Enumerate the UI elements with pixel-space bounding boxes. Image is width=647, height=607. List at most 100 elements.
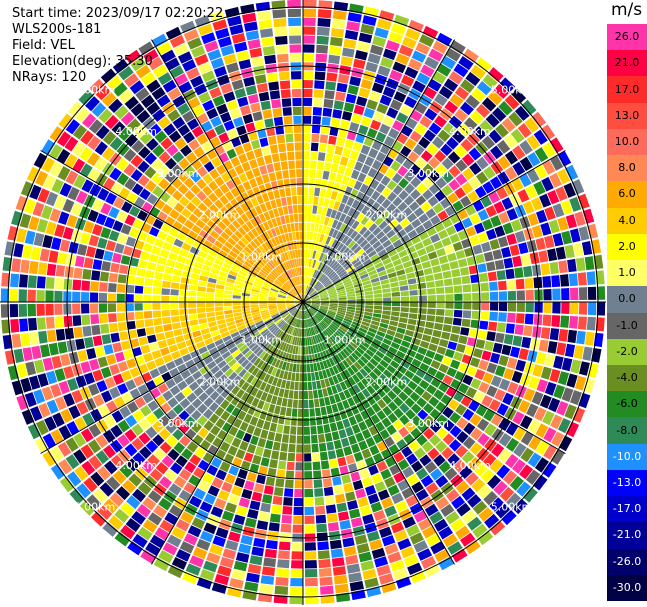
velocity-gate (120, 502, 135, 517)
velocity-gate (328, 310, 337, 315)
velocity-gate (320, 585, 334, 595)
velocity-gate (116, 303, 125, 312)
velocity-gate (455, 403, 467, 416)
velocity-gate (287, 325, 293, 334)
velocity-gate (303, 285, 305, 294)
velocity-gate (410, 176, 422, 188)
velocity-gate (428, 343, 438, 352)
velocity-gate (197, 307, 206, 314)
velocity-gate (326, 312, 335, 318)
velocity-gate (170, 309, 179, 316)
velocity-gate (318, 143, 327, 153)
velocity-gate (86, 152, 101, 167)
velocity-gate (538, 339, 549, 352)
velocity-gate (365, 305, 374, 309)
velocity-gate (521, 99, 537, 116)
velocity-gate (468, 176, 481, 190)
velocity-gate (256, 276, 265, 282)
velocity-gate (304, 285, 308, 294)
velocity-gate (189, 454, 202, 466)
velocity-gate (247, 364, 256, 374)
velocity-gate (376, 330, 386, 338)
velocity-gate (407, 562, 423, 575)
velocity-gate (314, 497, 325, 506)
velocity-gate (249, 416, 259, 427)
velocity-gate (275, 198, 282, 208)
velocity-gate (109, 167, 122, 181)
velocity-gate (242, 12, 257, 24)
velocity-gate (318, 290, 327, 295)
velocity-gate (344, 263, 353, 271)
velocity-gate (385, 379, 396, 389)
velocity-gate (311, 295, 320, 300)
velocity-gate (489, 176, 503, 190)
velocity-gate (231, 407, 241, 418)
velocity-gate (184, 461, 197, 474)
velocity-gate (277, 550, 290, 560)
velocity-gate (165, 234, 176, 244)
velocity-gate (267, 239, 275, 248)
velocity-gate (121, 201, 133, 213)
velocity-gate (286, 223, 292, 233)
velocity-gate (277, 277, 284, 285)
velocity-gate (368, 327, 378, 334)
velocity-gate (173, 357, 184, 367)
velocity-gate (283, 283, 291, 291)
velocity-gate (417, 248, 427, 257)
velocity-gate (391, 431, 403, 443)
velocity-gate (336, 266, 344, 274)
velocity-gate (352, 141, 363, 152)
velocity-gate (272, 283, 281, 289)
velocity-gate (519, 173, 532, 188)
velocity-gate (349, 508, 361, 519)
velocity-gate (348, 572, 363, 583)
velocity-gate (477, 418, 490, 432)
velocity-gate (25, 361, 37, 376)
velocity-gate (179, 296, 188, 302)
velocity-gate (101, 146, 115, 161)
velocity-gate (384, 214, 395, 224)
velocity-gate (505, 323, 515, 334)
velocity-gate (253, 238, 261, 247)
velocity-gate (312, 316, 318, 325)
velocity-gate (226, 62, 239, 74)
velocity-gate (237, 410, 247, 421)
velocity-gate (288, 292, 296, 298)
velocity-gate (400, 359, 411, 369)
velocity-gate (474, 222, 485, 234)
velocity-gate (341, 275, 350, 282)
velocity-gate (370, 119, 382, 131)
velocity-gate (432, 329, 442, 338)
range-label: 1.00km (324, 334, 366, 347)
velocity-gate (390, 360, 400, 369)
velocity-gate (158, 428, 171, 441)
velocity-gate (354, 50, 368, 61)
velocity-gate (137, 526, 153, 541)
velocity-gate (295, 267, 299, 276)
velocity-gate (351, 277, 361, 283)
velocity-gate (273, 281, 282, 288)
velocity-gate (332, 476, 342, 486)
velocity-gate (570, 287, 579, 300)
velocity-gate (384, 436, 395, 448)
velocity-gate (197, 403, 208, 414)
velocity-gate (10, 273, 20, 288)
velocity-gate (299, 382, 303, 391)
velocity-gate (442, 171, 454, 184)
velocity-gate (551, 431, 565, 447)
velocity-gate (262, 284, 271, 290)
velocity-gate (327, 450, 337, 460)
velocity-gate (373, 289, 382, 294)
velocity-gate (335, 173, 344, 184)
velocity-gate (366, 361, 376, 371)
velocity-gate (303, 160, 310, 169)
velocity-gate (506, 357, 518, 370)
range-label: 4.00km (449, 459, 491, 472)
velocity-gate (482, 181, 495, 194)
velocity-gate (22, 244, 33, 259)
velocity-gate (286, 298, 295, 301)
velocity-gate (320, 295, 329, 299)
velocity-gate (304, 444, 311, 453)
velocity-gate (296, 240, 300, 249)
velocity-gate (319, 292, 328, 297)
